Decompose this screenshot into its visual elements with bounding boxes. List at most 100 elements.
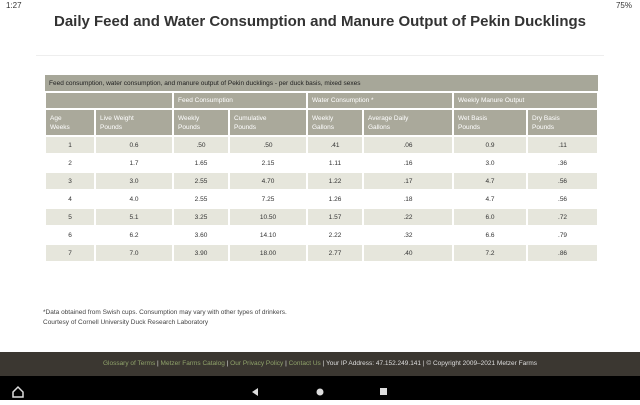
cell: 7: [44, 243, 96, 263]
cell: .06: [362, 135, 454, 155]
cell: 4.0: [94, 189, 174, 209]
separator: |: [226, 360, 229, 367]
cell: .11: [525, 135, 600, 155]
caption: Feed consumption, water consumption, and…: [45, 75, 599, 92]
cell: 4.70: [228, 171, 308, 191]
notes: *Data obtained from Swish cups. Consumpt…: [43, 308, 287, 328]
footer-link[interactable]: Contact Us: [288, 360, 321, 367]
cell: 5.1: [94, 207, 174, 227]
cell: 6: [44, 225, 96, 245]
divider: [36, 55, 604, 56]
cell: 0.6: [94, 135, 174, 155]
cell: .72: [525, 207, 600, 227]
cell: 2.15: [228, 153, 308, 173]
data-row: 7 7.0 3.90 18.00 2.77.40 7.2.86: [44, 243, 600, 263]
back-button[interactable]: [252, 388, 258, 396]
column-header: Weekly Pounds: [172, 108, 230, 137]
cell: .36: [525, 153, 600, 173]
cell: 1.57: [306, 207, 364, 227]
cell: 18.00: [228, 243, 308, 263]
group-header: Weekly Manure Output: [451, 91, 600, 110]
column-header: Live Weight Pounds: [94, 108, 174, 137]
group-header: Feed Consumption: [172, 91, 308, 110]
cell: 1: [44, 135, 96, 155]
footer-info: Your IP Address: 47.152.249.141: [325, 360, 422, 367]
cell: 2.55: [172, 189, 230, 209]
home-icon[interactable]: [12, 385, 24, 398]
cell: 1.65: [172, 153, 230, 173]
footer-link[interactable]: Metzer Farms Catalog: [160, 360, 225, 367]
cell: 2.77: [306, 243, 364, 263]
cell: .56: [525, 171, 600, 191]
separator: |: [422, 360, 425, 367]
group-row: Feed Consumption Water Consumption * Weekl…: [44, 91, 600, 110]
note: Courtesy of Cornell University Duck Rese…: [43, 319, 209, 326]
cell: 3.60: [172, 225, 230, 245]
footer: Glossary of Terms | Metzer Farms Catalog…: [0, 352, 640, 376]
cell: .79: [525, 225, 600, 245]
column-row: Age Weeks Live Weight Pounds Weekly Pounds…: [44, 108, 600, 137]
cell: .17: [362, 171, 454, 191]
column-header: Age Weeks: [44, 108, 96, 137]
data-row: 1 0.6.50.50.41.06 0.9.11: [44, 135, 600, 155]
cell: 3.0: [94, 171, 174, 191]
cell: 3.25: [172, 207, 230, 227]
time: 1:27: [6, 1, 22, 10]
separator: |: [285, 360, 287, 367]
cell: 5: [44, 207, 96, 227]
cell: 7.25: [228, 189, 308, 209]
recents-button[interactable]: [380, 388, 387, 395]
cell: 4: [44, 189, 96, 209]
cell: 7.2: [452, 243, 528, 263]
status-bar: 1:27 75%: [0, 0, 640, 12]
cell: 10.50: [228, 207, 308, 227]
cell: 4.7: [452, 189, 528, 209]
separator: |: [157, 360, 159, 367]
data-table: Feed consumption, water consumption, and…: [44, 75, 600, 263]
footer-link[interactable]: Glossary of Terms: [102, 360, 156, 367]
cell: 3.0: [452, 153, 528, 173]
cell: 1.11: [306, 153, 364, 173]
data-row: 5 5.1 3.25 10.50 1.57.22 6.0.72: [44, 207, 600, 227]
cell: .16: [362, 153, 454, 173]
note: *Data obtained from Swish cups. Consumpt…: [43, 309, 287, 316]
cell: .86: [525, 243, 600, 263]
title: Daily Feed and Water Consumption and Man…: [54, 13, 586, 30]
footer-link[interactable]: Our Privacy Policy: [230, 360, 284, 367]
footer-info: © Copyright 2009–2021 Metzer Farms: [426, 360, 538, 367]
cell: 6.6: [452, 225, 528, 245]
data-row: 6 6.2 3.60 14.10 2.22.32 6.6.79: [44, 225, 600, 245]
cell: 6.0: [452, 207, 528, 227]
cell: 4.7: [452, 171, 528, 191]
cell: 6.2: [94, 225, 174, 245]
cell: 0.9: [452, 135, 528, 155]
battery: 75%: [615, 1, 632, 10]
data-row: 3 3.0 2.55 4.70 1.22.17 4.7.56: [44, 171, 600, 191]
group-header: Water Consumption *: [306, 91, 454, 110]
cell: 2: [44, 153, 96, 173]
cell: .22: [362, 207, 454, 227]
nav-icons: [12, 385, 387, 398]
cell: 1.22: [306, 171, 364, 191]
separator: |: [322, 360, 325, 367]
data-row: 2 1.7 1.65 2.15 1.11.16 3.0.36: [44, 153, 600, 173]
cell: .56: [525, 189, 600, 209]
cell: .41: [306, 135, 364, 155]
nav-bar: [0, 376, 640, 400]
cell: 3: [44, 171, 96, 191]
group-blank: [44, 91, 174, 110]
caption-row: Feed consumption, water consumption, and…: [45, 75, 599, 92]
cell: .50: [172, 135, 230, 155]
cell: .18: [362, 189, 454, 209]
cell: 3.90: [172, 243, 230, 263]
cell: 1.7: [94, 153, 174, 173]
column-header: Dry Basis Pounds: [525, 108, 600, 137]
cell: 14.10: [228, 225, 308, 245]
cell: .50: [228, 135, 308, 155]
column-header: Weekly Gallons: [306, 108, 364, 137]
home-button[interactable]: [316, 388, 324, 396]
cell: 1.26: [306, 189, 364, 209]
column-header: Wet Basis Pounds: [452, 108, 528, 137]
cell: 2.22: [306, 225, 364, 245]
